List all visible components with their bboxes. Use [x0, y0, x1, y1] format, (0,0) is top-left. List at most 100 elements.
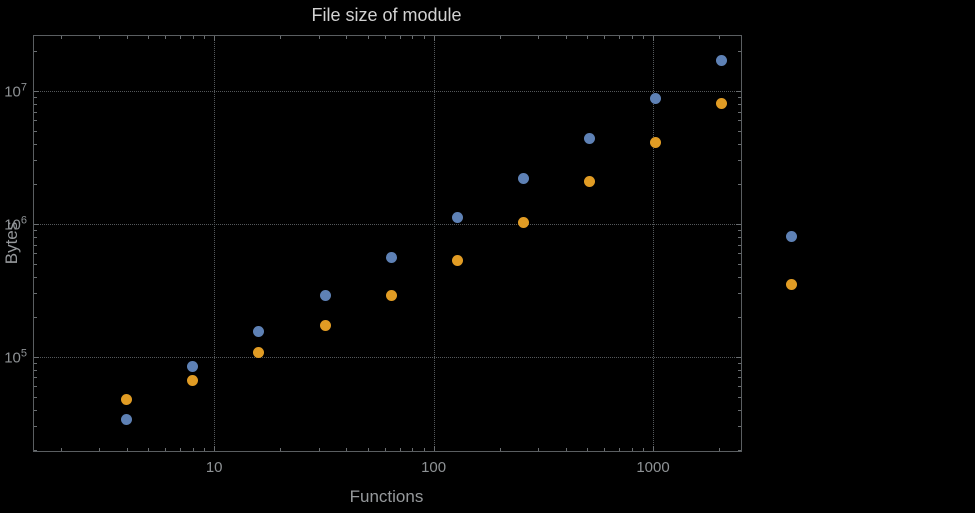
tick-mark: [642, 448, 644, 451]
chart-title: File size of module: [311, 5, 462, 25]
tick-mark: [738, 449, 741, 451]
tick-mark: [738, 111, 741, 113]
tick-mark: [738, 130, 741, 132]
tick-mark: [34, 143, 37, 145]
tick-mark: [60, 36, 62, 39]
tick-mark: [60, 448, 62, 451]
tick-mark: [619, 36, 621, 39]
tick-mark: [738, 143, 741, 145]
tick-mark: [180, 36, 182, 39]
data-point: [187, 375, 199, 387]
tick-mark: [34, 386, 37, 388]
tick-mark: [34, 183, 37, 185]
tick-mark: [318, 36, 320, 39]
tick-mark: [738, 160, 741, 162]
data-point: [451, 255, 463, 267]
tick-mark: [34, 230, 37, 231]
tick-mark: [34, 316, 37, 318]
tick-mark: [738, 396, 741, 398]
tick-mark: [367, 448, 369, 451]
tick-mark: [34, 97, 37, 99]
data-point: [517, 216, 529, 228]
tick-mark: [192, 448, 194, 451]
gridline: [34, 356, 741, 358]
tick-mark: [736, 356, 741, 358]
tick-mark: [34, 449, 37, 451]
tick-mark: [738, 183, 741, 185]
tick-mark: [126, 36, 128, 39]
tick-mark: [719, 36, 721, 39]
tick-mark: [738, 316, 741, 318]
tick-mark: [34, 236, 37, 238]
tick-mark: [34, 130, 37, 132]
tick-mark: [34, 356, 39, 358]
tick-mark: [738, 426, 741, 428]
tick-mark: [34, 111, 37, 113]
tick-mark: [34, 396, 37, 398]
data-point: [121, 393, 133, 405]
data-point: [187, 360, 199, 372]
tick-mark: [346, 448, 348, 451]
tick-mark: [604, 36, 606, 39]
tick-mark: [214, 36, 216, 41]
tick-mark: [99, 448, 101, 451]
tick-mark: [318, 448, 320, 451]
tick-mark: [34, 369, 37, 371]
data-point: [715, 54, 727, 66]
tick-mark: [34, 409, 37, 411]
tick-mark: [399, 448, 401, 451]
data-point: [583, 176, 595, 188]
tick-mark: [719, 448, 721, 451]
tick-mark: [346, 36, 348, 39]
tick-mark: [738, 293, 741, 295]
tick-mark: [738, 362, 741, 364]
tick-mark: [126, 448, 128, 451]
tick-mark: [433, 36, 435, 41]
tick-mark: [736, 90, 741, 92]
tick-mark: [433, 446, 435, 451]
tick-mark: [738, 120, 741, 122]
tick-mark: [653, 36, 655, 41]
tick-mark: [34, 103, 37, 105]
y-tick-label: 107: [4, 81, 27, 101]
data-point: [319, 320, 331, 332]
tick-mark: [738, 97, 741, 99]
data-point: [385, 251, 397, 263]
data-point: [385, 290, 397, 302]
tick-mark: [165, 36, 167, 39]
tick-mark: [412, 36, 414, 39]
tick-mark: [412, 448, 414, 451]
tick-mark: [34, 160, 37, 162]
axis-ticks: [34, 36, 741, 451]
tick-mark: [34, 293, 37, 295]
tick-mark: [423, 36, 425, 39]
tick-mark: [280, 36, 282, 39]
tick-mark: [738, 386, 741, 388]
tick-mark: [180, 448, 182, 451]
tick-mark: [148, 36, 150, 39]
tick-mark: [631, 36, 633, 39]
tick-mark: [642, 36, 644, 39]
tick-mark: [423, 448, 425, 451]
tick-mark: [148, 448, 150, 451]
data-points: [34, 36, 741, 451]
tick-mark: [34, 276, 37, 278]
tick-mark: [738, 409, 741, 411]
data-point: [319, 289, 331, 301]
tick-mark: [738, 276, 741, 278]
tick-mark: [565, 448, 567, 451]
tick-mark: [34, 50, 37, 52]
tick-mark: [538, 36, 540, 39]
tick-mark: [34, 120, 37, 122]
tick-mark: [738, 50, 741, 52]
tick-mark: [499, 36, 501, 39]
tick-mark: [619, 448, 621, 451]
data-point: [253, 326, 265, 338]
data-point: [517, 172, 529, 184]
x-tick-label: 10: [205, 459, 223, 476]
tick-mark: [738, 103, 741, 105]
gridline: [214, 36, 216, 451]
tick-mark: [565, 36, 567, 39]
tick-mark: [604, 448, 606, 451]
